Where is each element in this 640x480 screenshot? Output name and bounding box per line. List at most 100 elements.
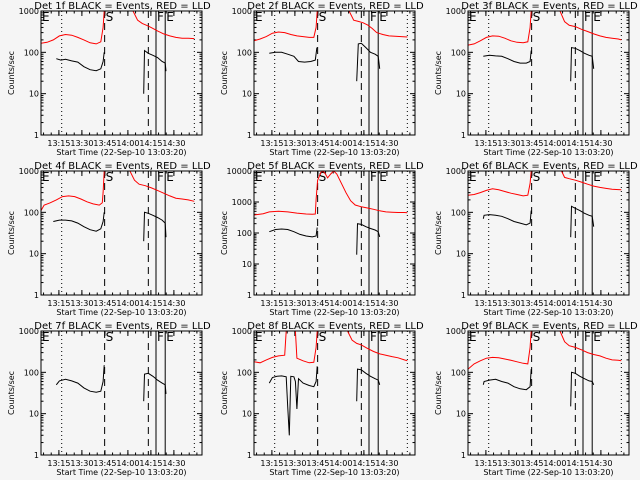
y-axis-label: Counts/sec bbox=[7, 51, 16, 95]
y-tick-label: 1 bbox=[247, 131, 252, 140]
y-tick-label: 100 bbox=[237, 229, 252, 238]
x-tick-label: 13:45 bbox=[520, 139, 543, 148]
y-tick-label: 1000 bbox=[19, 167, 39, 176]
panel-title: Det 9f BLACK = Events, RED = LLD bbox=[461, 321, 638, 332]
y-tick-label: 10 bbox=[456, 90, 466, 99]
marker-label-s: S bbox=[319, 170, 327, 184]
marker-label-f: F bbox=[157, 330, 164, 344]
y-tick-label: 1 bbox=[461, 451, 466, 460]
y-tick-label: 1000 bbox=[19, 7, 39, 16]
panel-title: Det 2f BLACK = Events, RED = LLD bbox=[247, 1, 424, 12]
y-tick-label: 10 bbox=[242, 260, 252, 269]
marker-label-f: F bbox=[584, 330, 591, 344]
x-tick-label: 14:15 bbox=[352, 299, 375, 308]
lld-series-line bbox=[468, 331, 622, 370]
y-tick-label: 1 bbox=[247, 291, 252, 300]
marker-label-e: E bbox=[42, 10, 50, 24]
marker-label-s: S bbox=[533, 330, 541, 344]
plot-frame bbox=[467, 10, 630, 136]
marker-label-e: E bbox=[255, 10, 263, 24]
y-tick-label: 100 bbox=[24, 368, 39, 377]
marker-label-e: E bbox=[593, 330, 601, 344]
y-tick-label: 100 bbox=[237, 48, 252, 57]
x-tick-label: 14:15 bbox=[352, 139, 375, 148]
y-tick-label: 100 bbox=[451, 48, 466, 57]
y-tick-label: 100 bbox=[451, 368, 466, 377]
x-tick-label: 13:15 bbox=[260, 459, 283, 468]
x-tick-label: 14:15 bbox=[566, 299, 589, 308]
x-tick-label: 13:30 bbox=[497, 139, 520, 148]
x-tick-label: 14:15 bbox=[139, 299, 162, 308]
marker-label-e: E bbox=[166, 170, 174, 184]
marker-label-e: E bbox=[255, 170, 263, 184]
x-tick-label: 14:00 bbox=[543, 299, 566, 308]
y-tick-label: 10000 bbox=[227, 167, 252, 176]
panel-title: Det 4f BLACK = Events, RED = LLD bbox=[34, 161, 211, 172]
y-tick-label: 10 bbox=[29, 90, 39, 99]
x-tick-label: 14:30 bbox=[375, 139, 398, 148]
y-tick-label: 1 bbox=[461, 131, 466, 140]
marker-label-e: E bbox=[469, 10, 477, 24]
x-tick-label: 13:45 bbox=[93, 299, 116, 308]
lld-series-line bbox=[468, 171, 622, 197]
x-tick-label: 13:15 bbox=[47, 459, 70, 468]
detector-panel: Det 9f BLACK = Events, RED = LLD Counts/s… bbox=[434, 321, 638, 477]
y-tick-label: 10 bbox=[29, 250, 39, 259]
panel-title: Det 3f BLACK = Events, RED = LLD bbox=[461, 1, 638, 12]
events-series-line bbox=[482, 205, 595, 238]
y-tick-label: 1000 bbox=[19, 327, 39, 336]
x-tick-label: 14:00 bbox=[116, 139, 139, 148]
marker-label-e: E bbox=[379, 170, 387, 184]
y-axis-label: Counts/sec bbox=[220, 371, 229, 415]
y-tick-label: 1 bbox=[247, 451, 252, 460]
marker-label-s: S bbox=[319, 10, 327, 24]
y-tick-label: 100 bbox=[24, 48, 39, 57]
panel-title: Det 5f BLACK = Events, RED = LLD bbox=[247, 161, 424, 172]
x-tick-label: 13:15 bbox=[474, 139, 497, 148]
plot-frame bbox=[253, 330, 416, 456]
detector-panel: Det 1f BLACK = Events, RED = LLD Counts/s… bbox=[7, 1, 211, 157]
marker-label-e: E bbox=[593, 10, 601, 24]
marker-label-e: E bbox=[593, 170, 601, 184]
x-axis-label: Start Time (22-Sep-10 13:03:20) bbox=[269, 148, 399, 157]
y-tick-label: 100 bbox=[451, 208, 466, 217]
y-tick-label: 10 bbox=[29, 410, 39, 419]
x-tick-label: 13:30 bbox=[497, 299, 520, 308]
x-tick-label: 13:45 bbox=[93, 459, 116, 468]
events-series-line bbox=[269, 42, 381, 82]
x-tick-label: 13:45 bbox=[520, 459, 543, 468]
x-tick-label: 14:30 bbox=[162, 299, 185, 308]
x-tick-label: 14:30 bbox=[589, 459, 612, 468]
marker-label-f: F bbox=[157, 170, 164, 184]
y-tick-label: 100 bbox=[24, 208, 39, 217]
x-tick-label: 13:30 bbox=[283, 459, 306, 468]
detector-panel: Det 8f BLACK = Events, RED = LLD Counts/s… bbox=[220, 321, 424, 477]
marker-label-e: E bbox=[42, 170, 50, 184]
marker-label-s: S bbox=[106, 10, 114, 24]
plot-frame bbox=[467, 170, 630, 296]
x-tick-label: 13:15 bbox=[47, 139, 70, 148]
y-axis-label: Counts/sec bbox=[220, 211, 229, 255]
marker-label-f: F bbox=[584, 170, 591, 184]
panel-title: Det 1f BLACK = Events, RED = LLD bbox=[34, 1, 211, 12]
x-tick-label: 13:30 bbox=[70, 459, 93, 468]
marker-label-e: E bbox=[379, 330, 387, 344]
y-tick-label: 1000 bbox=[232, 7, 252, 16]
x-axis-label: Start Time (22-Sep-10 13:03:20) bbox=[269, 468, 399, 477]
y-axis-label: Counts/sec bbox=[220, 51, 229, 95]
marker-label-s: S bbox=[533, 170, 541, 184]
x-tick-label: 13:15 bbox=[474, 459, 497, 468]
y-tick-label: 1000 bbox=[446, 7, 466, 16]
detector-panel: Det 6f BLACK = Events, RED = LLD Counts/s… bbox=[434, 161, 638, 317]
marker-label-s: S bbox=[319, 330, 327, 344]
lld-series-line bbox=[254, 331, 408, 364]
panel-title: Det 7f BLACK = Events, RED = LLD bbox=[34, 321, 211, 332]
detector-panel: Det 4f BLACK = Events, RED = LLD Counts/s… bbox=[7, 161, 211, 317]
x-tick-label: 13:30 bbox=[283, 139, 306, 148]
x-axis-label: Start Time (22-Sep-10 13:03:20) bbox=[483, 308, 613, 317]
x-tick-label: 13:45 bbox=[306, 299, 329, 308]
marker-label-f: F bbox=[370, 330, 377, 344]
events-series-line bbox=[56, 49, 167, 94]
x-axis-label: Start Time (22-Sep-10 13:03:20) bbox=[269, 308, 399, 317]
